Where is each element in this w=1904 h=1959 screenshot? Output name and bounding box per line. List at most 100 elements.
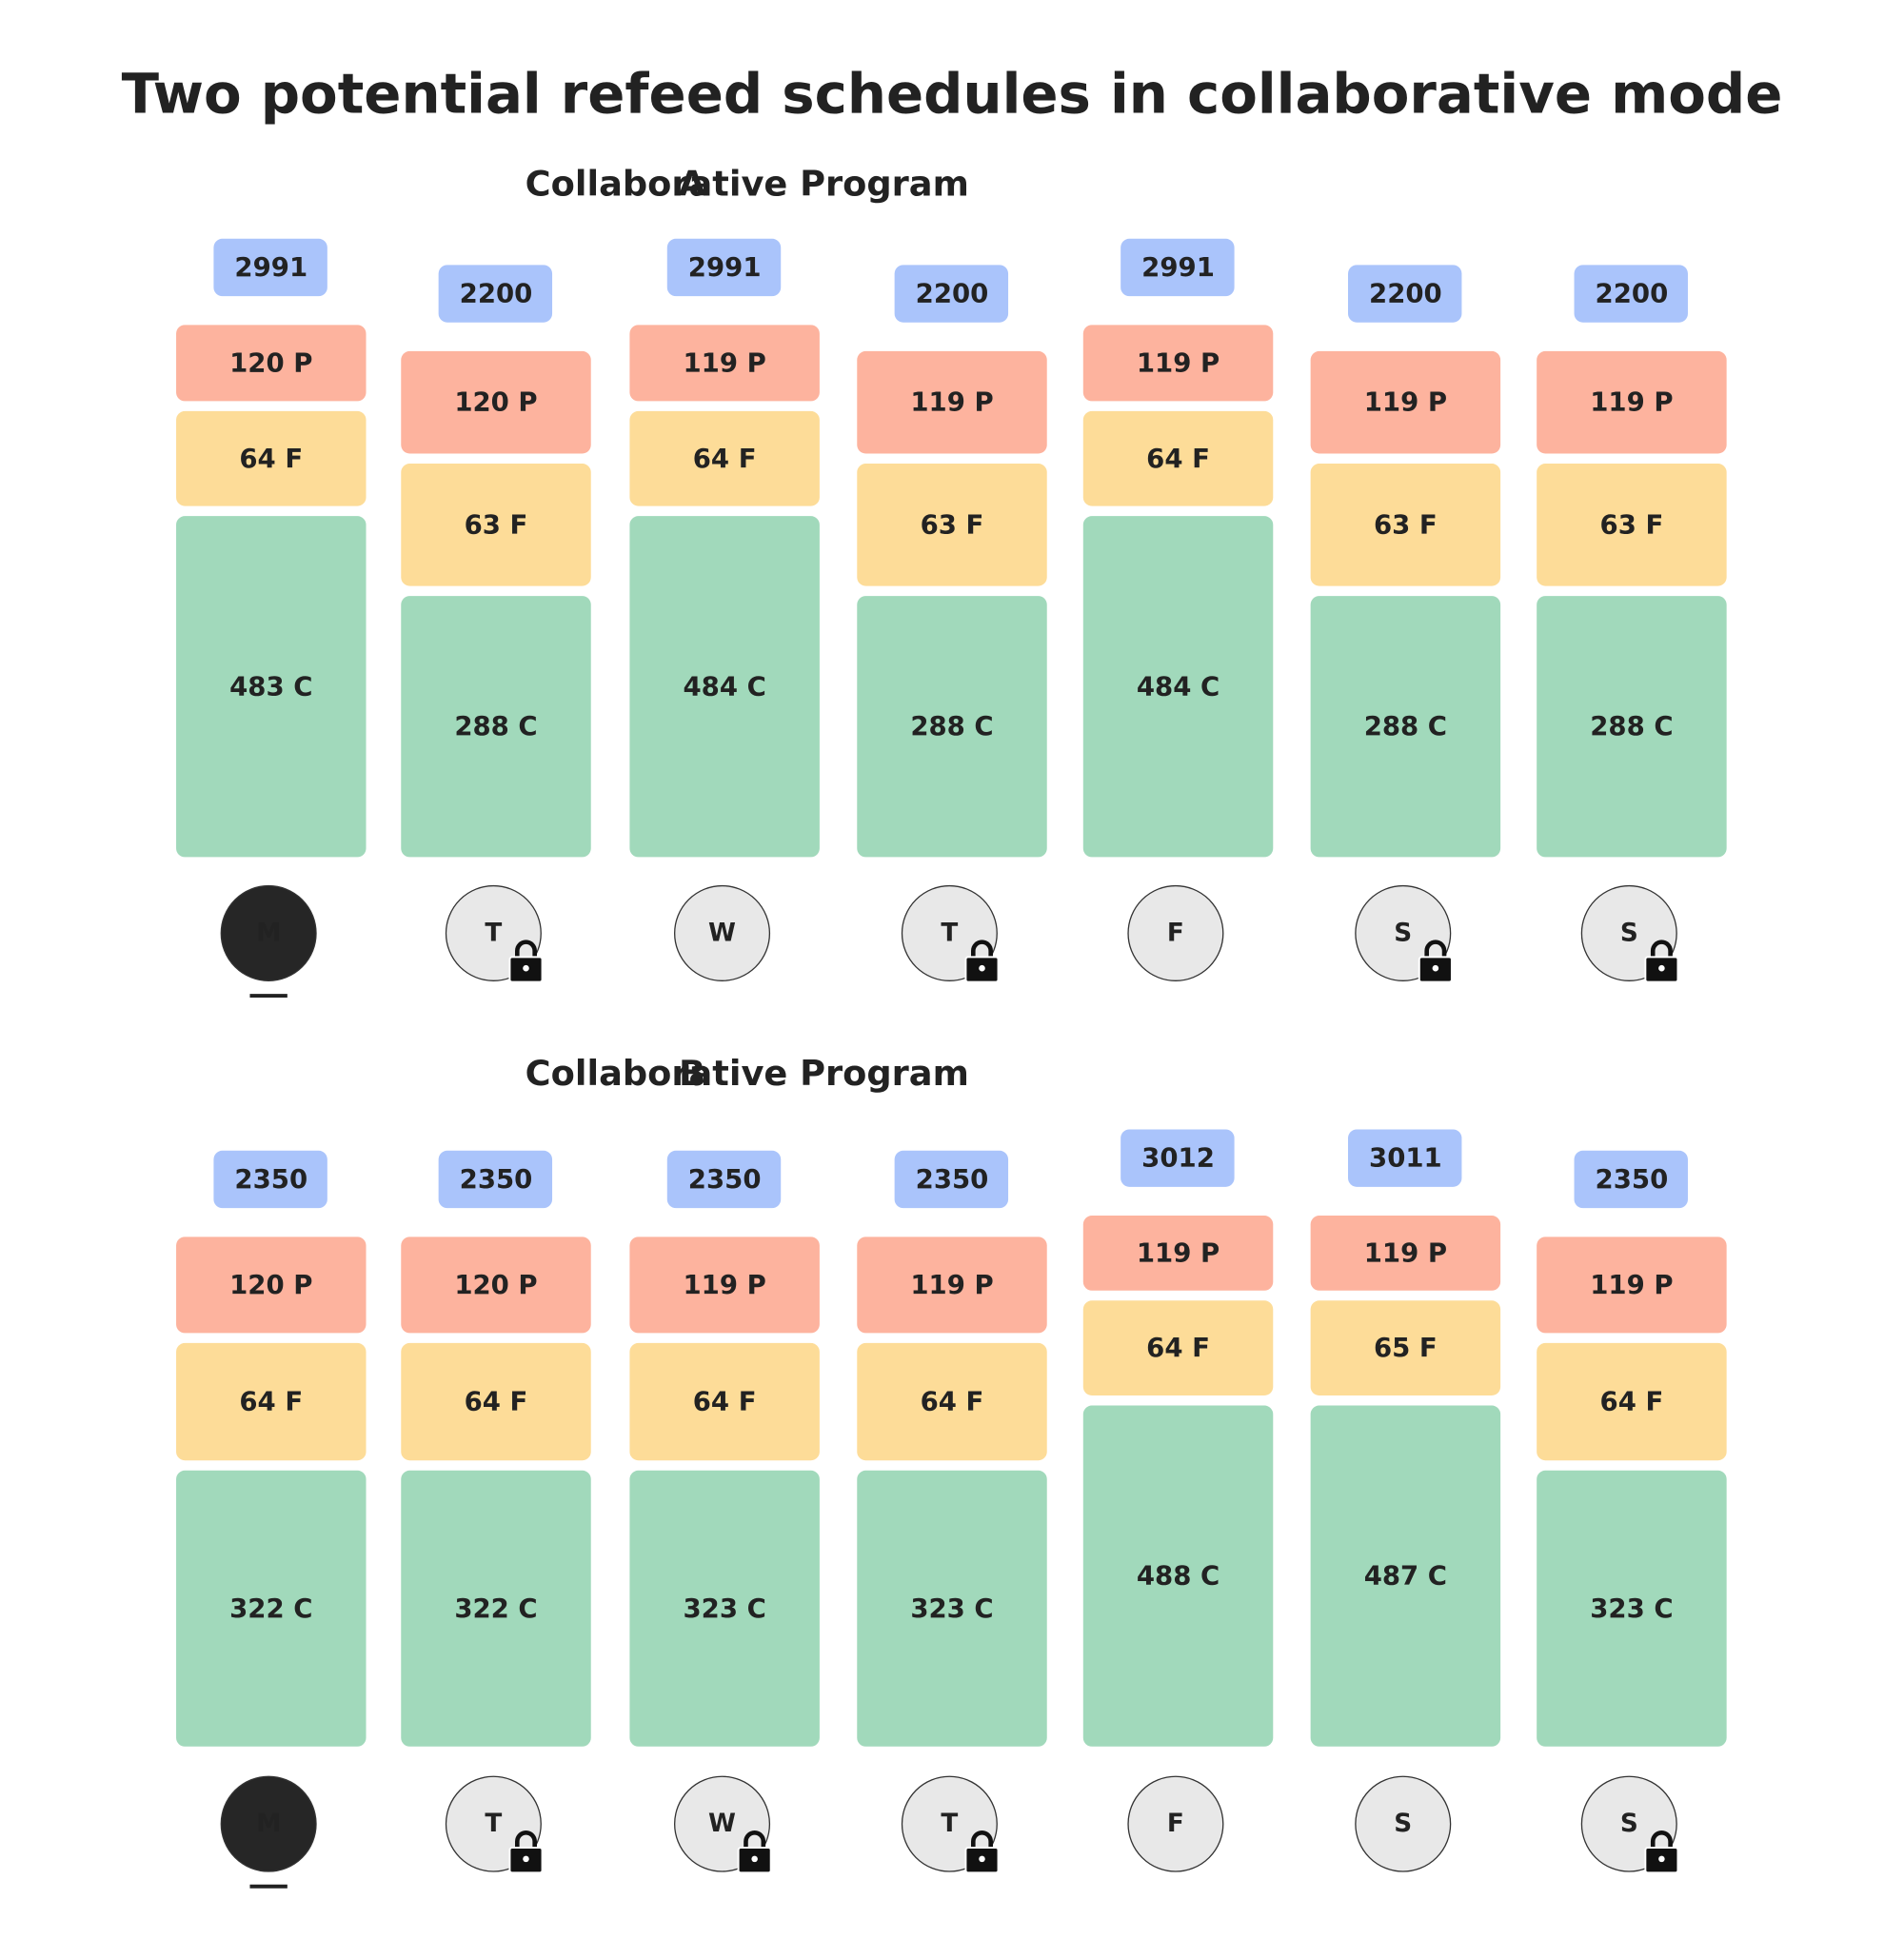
fat-label: 64 F xyxy=(1146,444,1210,474)
carbs-label: 322 C xyxy=(454,1593,537,1624)
lock-keyhole xyxy=(1432,964,1439,972)
calorie-badge xyxy=(1574,1150,1688,1209)
carbs-block xyxy=(857,596,1047,858)
calorie-badge xyxy=(1348,1129,1462,1187)
fat-label: 64 F xyxy=(693,444,757,474)
carbs-label: 323 C xyxy=(910,1593,993,1624)
fat-label: 64 F xyxy=(465,1387,528,1417)
fat-block xyxy=(629,410,820,506)
protein-label: 120 P xyxy=(229,1270,312,1300)
calorie-total: 2350 xyxy=(1596,1164,1669,1195)
lock-shackle xyxy=(1424,940,1447,959)
calorie-total: 2350 xyxy=(460,1164,533,1195)
protein-label: 120 P xyxy=(454,1270,537,1300)
calorie-total: 2350 xyxy=(916,1164,989,1195)
carbs-block xyxy=(629,1470,820,1747)
fat-label: 63 F xyxy=(1374,509,1438,540)
page-title: Two potential refeed schedules in collab… xyxy=(122,62,1783,127)
fat-block xyxy=(176,410,367,506)
calorie-total: 3011 xyxy=(1369,1143,1442,1174)
fat-block xyxy=(857,1342,1047,1461)
day-letter: S xyxy=(1394,1810,1412,1838)
carbs-block xyxy=(401,1470,591,1747)
fat-label: 63 F xyxy=(465,509,528,540)
fat-block xyxy=(1310,464,1501,586)
fat-label: 65 F xyxy=(1374,1333,1438,1363)
protein-block xyxy=(629,325,820,402)
carbs-block xyxy=(1082,516,1274,858)
protein-block xyxy=(1082,1216,1274,1291)
lock-shackle xyxy=(1650,940,1673,959)
fat-block xyxy=(1537,1342,1727,1461)
carbs-label: 484 C xyxy=(1137,671,1220,702)
calorie-badge xyxy=(894,265,1009,323)
protein-label: 119 P xyxy=(1137,1237,1220,1268)
fat-label: 63 F xyxy=(921,509,984,540)
calorie-total: 2991 xyxy=(688,252,762,283)
calorie-badge xyxy=(1574,265,1688,323)
calorie-badge xyxy=(666,238,782,297)
carbs-label: 484 C xyxy=(683,671,765,702)
day-letter: T xyxy=(941,1810,958,1838)
carbs-block xyxy=(176,1470,367,1747)
lock-keyhole xyxy=(979,1855,985,1863)
carbs-block xyxy=(176,516,367,858)
carbs-label: 323 C xyxy=(1590,1593,1673,1624)
carbs-block xyxy=(401,596,591,858)
calorie-total: 2991 xyxy=(1141,252,1215,283)
fat-block xyxy=(1082,1300,1274,1396)
calorie-badge xyxy=(1348,265,1462,323)
day-button[interactable] xyxy=(1355,1775,1452,1872)
day-letter: T xyxy=(485,1810,502,1838)
calorie-badge xyxy=(213,1150,327,1209)
day-letter: W xyxy=(708,919,736,947)
protein-block xyxy=(1310,350,1501,454)
protein-label: 119 P xyxy=(1590,1270,1673,1300)
carbs-label: 288 C xyxy=(1364,711,1447,742)
day-letter: S xyxy=(1620,919,1638,947)
fat-block xyxy=(857,464,1047,586)
day-button[interactable] xyxy=(1127,1775,1224,1872)
carbs-block xyxy=(1082,1405,1274,1747)
day-letter: T xyxy=(485,919,502,947)
carbs-block xyxy=(1310,1405,1501,1747)
fat-block xyxy=(401,1342,591,1461)
day-letter: T xyxy=(941,919,958,947)
day-button[interactable] xyxy=(220,884,317,981)
carbs-block xyxy=(629,516,820,858)
calorie-total: 3012 xyxy=(1141,1143,1215,1174)
protein-label: 119 P xyxy=(910,387,993,418)
protein-label: 119 P xyxy=(910,1270,993,1300)
day-letter: W xyxy=(708,1810,736,1838)
calorie-total: 2200 xyxy=(460,279,533,309)
protein-label: 120 P xyxy=(454,387,537,418)
fat-block xyxy=(629,1342,820,1461)
calorie-badge xyxy=(438,1150,553,1209)
fat-block xyxy=(401,464,591,586)
fat-label: 64 F xyxy=(239,444,303,474)
panel-letter: B xyxy=(679,1053,705,1094)
lock-shackle xyxy=(1650,1830,1673,1850)
fat-block xyxy=(1082,410,1274,506)
carbs-label: 323 C xyxy=(683,1593,765,1624)
protein-block xyxy=(1082,325,1274,402)
panel-name: Collaborative Program xyxy=(526,164,969,205)
lock-keyhole xyxy=(1658,1855,1665,1863)
day-button[interactable] xyxy=(674,884,771,981)
calorie-badge xyxy=(894,1150,1009,1209)
lock-keyhole xyxy=(523,1855,529,1863)
day-button[interactable] xyxy=(1127,884,1224,981)
lock-shackle xyxy=(744,1830,766,1850)
protein-label: 119 P xyxy=(1137,347,1220,378)
protein-label: 119 P xyxy=(684,1270,766,1300)
lock-keyhole xyxy=(751,1855,758,1863)
fat-label: 64 F xyxy=(1146,1333,1210,1363)
fat-block xyxy=(1537,464,1727,586)
calorie-badge xyxy=(213,238,327,297)
calorie-total: 2200 xyxy=(1596,279,1669,309)
carbs-label: 483 C xyxy=(229,671,312,702)
day-button[interactable] xyxy=(220,1775,317,1872)
protein-block xyxy=(1310,1216,1501,1291)
carbs-block xyxy=(1310,596,1501,858)
protein-block xyxy=(176,1237,367,1334)
